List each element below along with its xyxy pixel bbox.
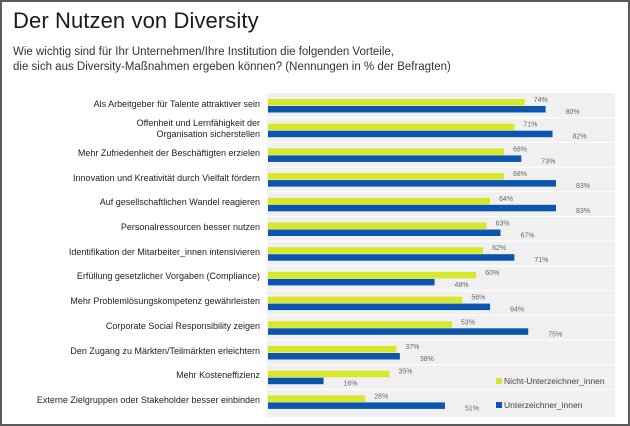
data-label-unterzeichner: 80% — [566, 109, 580, 116]
data-label-unterzeichner: 67% — [520, 233, 534, 240]
category-label-line: Innovation und Kreativität durch Vielfal… — [73, 172, 260, 183]
category-label: Corporate Social Responsibility zeigen — [106, 321, 260, 332]
bar-unterzeichner — [268, 353, 400, 360]
bar-unterzeichner — [268, 254, 515, 261]
category-label-line: Mehr Problemlösungskompetenz gewährleist… — [70, 296, 260, 307]
category-label-line: Mehr Zufriedenheit der Beschäftigten erz… — [77, 147, 260, 158]
bar-unterzeichner — [268, 130, 553, 138]
bar-unterzeichner — [268, 106, 546, 113]
category-label: Offenheit und Lernfähigkeit der Organisat… — [137, 118, 260, 140]
bar-unterzeichner — [268, 155, 522, 162]
bar-nicht-unterzeichner — [268, 123, 515, 131]
data-label-nicht-unterzeichner: 68% — [513, 171, 527, 178]
bar-nicht-unterzeichner — [268, 222, 487, 229]
category-label: Den Zugang zu Märkten/Teilmärkten erleic… — [70, 346, 260, 357]
data-label-unterzeichner: 83% — [576, 208, 590, 215]
data-label-unterzeichner: 48% — [455, 282, 469, 289]
category-label-line: Corporate Social Responsibility zeigen — [105, 320, 260, 331]
bar-nicht-unterzeichner — [268, 99, 525, 106]
bar-nicht-unterzeichner — [268, 197, 491, 205]
category-label: Auf gesellschaftlichen Wandel reagieren — [100, 197, 260, 208]
category-label: Erfüllung gesetzlicher Vorgaben (Complia… — [77, 271, 260, 282]
category-label: Mehr Zufriedenheit der Beschäftigten erz… — [78, 148, 260, 159]
subtitle-line-1: Wie wichtig sind für Ihr Unternehmen/Ihr… — [13, 46, 394, 58]
chart-subtitle: Wie wichtig sind für Ihr Unternehmen/Ihr… — [13, 45, 451, 75]
category-label: Mehr Kosteneffizienz — [176, 370, 260, 381]
chart-title: Der Nutzen von Diversity — [13, 8, 259, 33]
data-label-nicht-unterzeichner: 35% — [398, 369, 412, 376]
data-label-unterzeichner: 38% — [420, 356, 434, 363]
data-label-unterzeichner: 16% — [344, 381, 358, 388]
bar-unterzeichner — [268, 204, 557, 212]
data-label-nicht-unterzeichner: 74% — [534, 97, 548, 104]
category-label-line: Externe Zielgruppen oder Stakeholder bes… — [36, 394, 260, 405]
category-label-line: Den Zugang zu Märkten/Teilmärkten erleic… — [70, 345, 260, 356]
data-label-nicht-unterzeichner: 56% — [471, 295, 485, 302]
category-label: Innovation und Kreativität durch Vielfal… — [73, 173, 260, 184]
category-label-line: Organisation sicherstellen — [156, 128, 260, 139]
legend-swatch-unterzeichner — [496, 402, 502, 408]
data-label-nicht-unterzeichner: 37% — [405, 344, 419, 351]
data-label-nicht-unterzeichner: 71% — [523, 122, 537, 129]
category-label-line: Personalressourcen besser nutzen — [120, 222, 260, 232]
data-label-unterzeichner: 75% — [548, 331, 562, 338]
category-label-line: Identifikation der Mitarbeiter_innen int… — [68, 246, 260, 257]
bar-unterzeichner — [268, 278, 435, 286]
bar-nicht-unterzeichner — [268, 148, 504, 155]
category-label: Externe Zielgruppen oder Stakeholder bes… — [37, 395, 260, 406]
data-label-unterzeichner: 64% — [510, 307, 524, 314]
category-label-line: Offenheit und Lernfähigkeit der — [136, 117, 260, 128]
data-label-nicht-unterzeichner: 53% — [461, 319, 475, 326]
category-label-line: Erfüllung gesetzlicher Vorgaben (Complia… — [76, 271, 260, 282]
data-label-unterzeichner: 51% — [465, 405, 479, 412]
data-label-nicht-unterzeichner: 28% — [374, 393, 388, 400]
subtitle-line-2: die sich aus Diversity-Maßnahmen ergeben… — [13, 61, 451, 73]
legend-swatch-nicht-unterzeichner — [496, 378, 502, 384]
bar-nicht-unterzeichner — [268, 321, 452, 328]
data-label-unterzeichner: 83% — [576, 183, 590, 190]
legend-label-unterzeichner: Unterzeichner_innen — [504, 400, 583, 410]
bar-unterzeichner — [268, 180, 557, 187]
data-label-nicht-unterzeichner: 63% — [496, 221, 510, 228]
bar-nicht-unterzeichner — [268, 296, 463, 304]
category-label-line: Auf gesellschaftlichen Wandel reagieren — [99, 197, 260, 208]
category-label: Identifikation der Mitarbeiter_innen int… — [69, 247, 260, 258]
data-label-nicht-unterzeichner: 60% — [485, 270, 499, 277]
data-label-unterzeichner: 71% — [534, 257, 548, 264]
data-label-nicht-unterzeichner: 68% — [513, 146, 527, 153]
bar-unterzeichner — [268, 377, 324, 385]
bar-nicht-unterzeichner — [268, 271, 477, 279]
category-label: Als Arbeitgeber für Talente attraktiver … — [94, 99, 260, 110]
bar-nicht-unterzeichner — [268, 173, 504, 180]
bar-nicht-unterzeichner — [268, 370, 390, 378]
data-label-unterzeichner: 73% — [541, 158, 555, 165]
bar-nicht-unterzeichner — [268, 346, 397, 353]
data-label-unterzeichner: 82% — [573, 134, 587, 141]
legend-item-nicht-unterzeichner: Nicht-Unterzeichner_innen — [496, 376, 605, 386]
bar-nicht-unterzeichner — [268, 247, 484, 254]
bar-unterzeichner — [268, 303, 491, 311]
category-label: Mehr Problemlösungskompetenz gewährleist… — [70, 296, 260, 307]
category-label-line: Mehr Kosteneffizienz — [176, 370, 260, 381]
category-label-line: Als Arbeitgeber für Talente attraktiver … — [93, 98, 260, 109]
legend-label-nicht-unterzeichner: Nicht-Unterzeichner_innen — [504, 376, 605, 386]
bar-nicht-unterzeichner — [268, 395, 366, 402]
bar-unterzeichner — [268, 328, 529, 335]
legend-item-unterzeichner: Unterzeichner_innen — [496, 400, 582, 410]
data-label-nicht-unterzeichner: 64% — [499, 196, 513, 203]
bar-unterzeichner — [268, 229, 501, 236]
bar-unterzeichner — [268, 402, 445, 409]
data-label-nicht-unterzeichner: 62% — [492, 245, 506, 252]
category-label: Personalressourcen besser nutzen — [121, 222, 260, 233]
